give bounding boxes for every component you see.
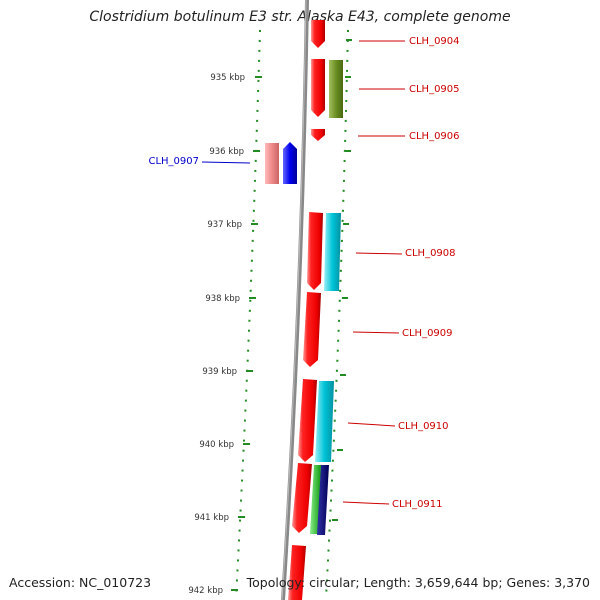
leader-clh-0907 [201, 161, 251, 164]
kbp-label: 942 kbp [188, 586, 223, 596]
kbp-label: 935 kbp [210, 73, 245, 83]
gene-arrow-clh-0910 [298, 379, 317, 462]
leader-clh-0909 [352, 331, 400, 334]
map-title: Clostridium botulinum E3 str. Alaska E43… [89, 9, 511, 25]
kbp-label: 937 kbp [207, 220, 242, 230]
feature-blocks [310, 60, 343, 535]
cyan-feature-2 [315, 381, 334, 462]
kbp-label: 940 kbp [199, 440, 234, 450]
gene-arrow-clh-0907 [283, 142, 297, 184]
reverse-genes [265, 142, 297, 184]
kbp-ticks [231, 76, 262, 591]
gene-label-clh-0907[interactable]: CLH_0907 [148, 156, 199, 167]
gene-arrow-clh-0904 [311, 20, 325, 48]
leader-clh-0911 [342, 501, 390, 505]
gene-label-clh-0908[interactable]: CLH_0908 [405, 248, 456, 259]
leader-clh-0910 [347, 422, 396, 427]
gene-arrow-clh-0905 [311, 59, 325, 117]
genome-summary-text: Topology: circular; Length: 3,659,644 bp… [246, 575, 590, 590]
inner-dotted-ring [235, 29, 261, 599]
gene-labels: CLH_0904 CLH_0905 CLH_0906 CLH_0907 CLH_… [148, 36, 459, 510]
leader-lines [201, 40, 405, 505]
gene-label-clh-0905[interactable]: CLH_0905 [409, 84, 460, 95]
cyan-feature-1 [324, 213, 341, 291]
gene-arrow-clh-0909 [303, 292, 321, 367]
navy-feature [317, 465, 329, 535]
gene-arrow-next [288, 545, 306, 600]
leader-clh-0908 [355, 252, 403, 255]
olive-feature [329, 60, 343, 118]
kbp-labels: 935 kbp 936 kbp 937 kbp 938 kbp 939 kbp … [188, 73, 245, 596]
genome-backbone [281, 0, 309, 600]
gene-arrow-clh-0908 [307, 212, 323, 290]
gene-label-clh-0911[interactable]: CLH_0911 [392, 499, 443, 510]
gene-arrow-clh-0911 [292, 463, 312, 533]
gene-label-clh-0904[interactable]: CLH_0904 [409, 36, 460, 47]
gene-label-clh-0906[interactable]: CLH_0906 [409, 131, 460, 142]
accession-text: Accession: NC_010723 [9, 575, 152, 590]
gene-label-clh-0910[interactable]: CLH_0910 [398, 421, 449, 432]
gene-block-clh-0907-faint [265, 143, 279, 184]
kbp-label: 936 kbp [209, 147, 244, 157]
gene-arrow-clh-0906 [311, 129, 325, 141]
outer-ring-ticks [332, 39, 352, 521]
forward-genes [288, 20, 325, 600]
gene-label-clh-0909[interactable]: CLH_0909 [402, 328, 453, 339]
kbp-label: 941 kbp [194, 513, 229, 523]
kbp-label: 938 kbp [205, 294, 240, 304]
kbp-label: 939 kbp [202, 367, 237, 377]
